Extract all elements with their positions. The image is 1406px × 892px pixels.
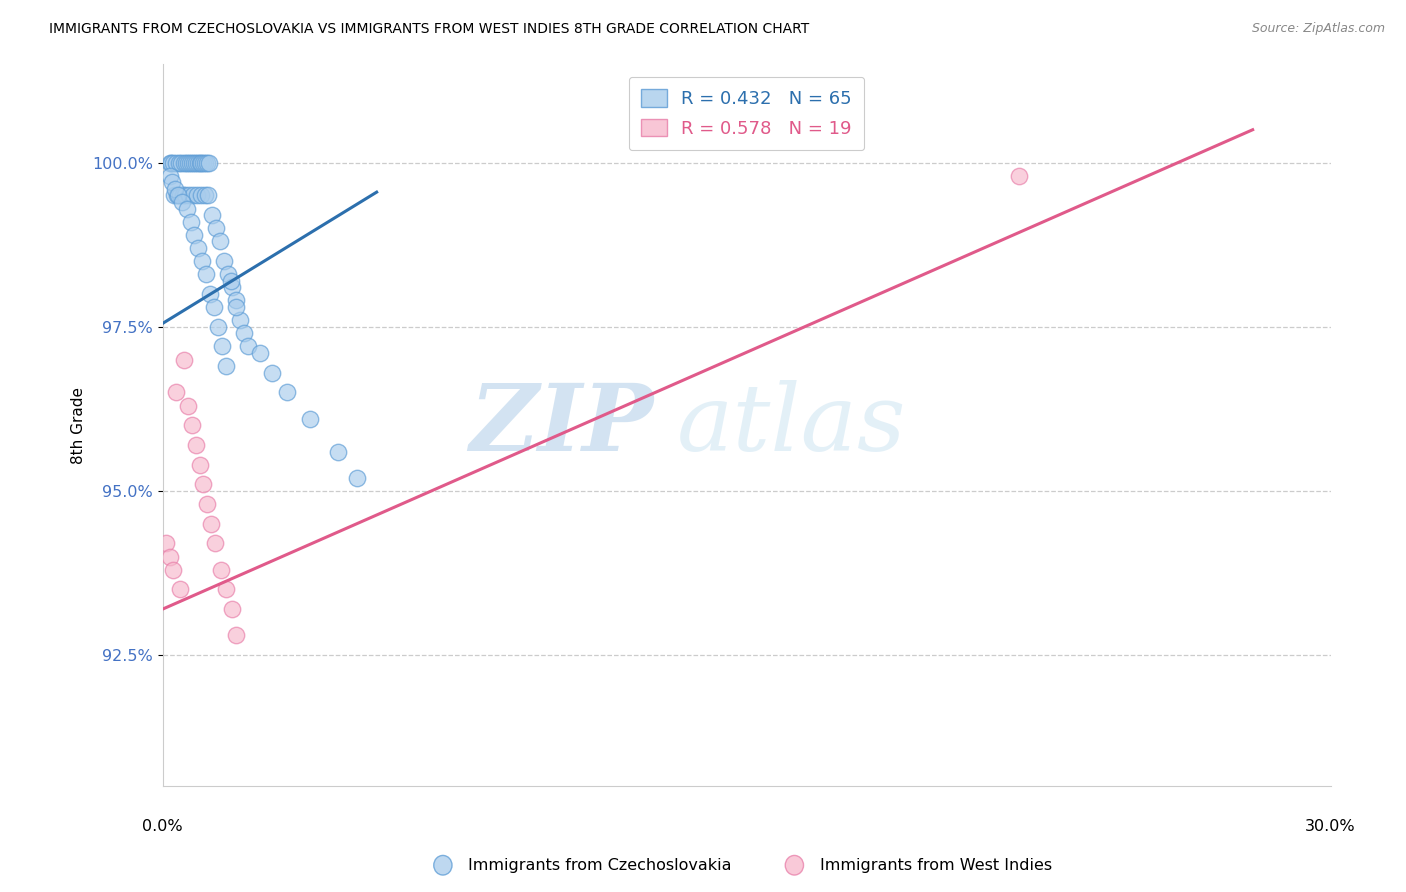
Point bbox=[179, 155, 201, 169]
Point bbox=[195, 497, 218, 511]
Point bbox=[165, 155, 187, 169]
Point bbox=[211, 339, 233, 353]
Point bbox=[163, 182, 186, 196]
Point bbox=[232, 326, 254, 341]
Point bbox=[299, 411, 322, 425]
Point bbox=[169, 582, 191, 597]
Point bbox=[170, 194, 193, 209]
Point bbox=[197, 188, 219, 202]
Point bbox=[184, 155, 207, 169]
Point bbox=[162, 563, 184, 577]
Point bbox=[225, 628, 247, 642]
Point bbox=[177, 188, 200, 202]
Point bbox=[200, 516, 222, 531]
Point bbox=[205, 221, 228, 235]
Point bbox=[167, 155, 190, 169]
Point bbox=[193, 155, 215, 169]
Text: 30.0%: 30.0% bbox=[1305, 819, 1355, 834]
Point bbox=[162, 155, 184, 169]
Point bbox=[188, 155, 211, 169]
Point bbox=[180, 418, 202, 433]
Text: IMMIGRANTS FROM CZECHOSLOVAKIA VS IMMIGRANTS FROM WEST INDIES 8TH GRADE CORRELAT: IMMIGRANTS FROM CZECHOSLOVAKIA VS IMMIGR… bbox=[49, 22, 810, 37]
Point bbox=[188, 458, 211, 472]
Point bbox=[326, 444, 349, 458]
Point bbox=[225, 300, 247, 314]
Point bbox=[214, 582, 236, 597]
Point bbox=[193, 477, 215, 491]
Point bbox=[181, 188, 204, 202]
Point bbox=[190, 155, 212, 169]
Point bbox=[169, 188, 191, 202]
Text: Immigrants from West Indies: Immigrants from West Indies bbox=[820, 858, 1052, 872]
Point bbox=[167, 188, 190, 202]
Point bbox=[209, 235, 232, 249]
Text: Immigrants from Czechoslovakia: Immigrants from Czechoslovakia bbox=[468, 858, 731, 872]
Point bbox=[195, 155, 218, 169]
Point bbox=[191, 254, 214, 268]
Point bbox=[204, 536, 226, 550]
Point bbox=[180, 215, 202, 229]
Point bbox=[212, 254, 235, 268]
Text: 0.0%: 0.0% bbox=[142, 819, 183, 834]
Point bbox=[194, 155, 217, 169]
Point bbox=[186, 188, 208, 202]
Point bbox=[209, 563, 232, 577]
Point bbox=[221, 602, 243, 616]
Point bbox=[202, 300, 225, 314]
Y-axis label: 8th Grade: 8th Grade bbox=[72, 387, 86, 464]
Point bbox=[180, 155, 202, 169]
Point bbox=[225, 293, 247, 308]
Point bbox=[198, 287, 221, 301]
Point bbox=[217, 267, 239, 281]
Point bbox=[155, 536, 177, 550]
Point bbox=[183, 227, 205, 242]
Point bbox=[184, 438, 207, 452]
Point bbox=[214, 359, 236, 374]
Text: ZIP: ZIP bbox=[468, 380, 652, 470]
Text: atlas: atlas bbox=[676, 380, 905, 470]
Point bbox=[165, 385, 187, 400]
Point bbox=[260, 366, 283, 380]
Point bbox=[172, 188, 194, 202]
Point bbox=[176, 202, 198, 216]
Point bbox=[187, 241, 209, 255]
Point bbox=[159, 155, 181, 169]
Point bbox=[173, 155, 195, 169]
Point bbox=[170, 155, 193, 169]
Point bbox=[174, 188, 197, 202]
Point bbox=[160, 155, 183, 169]
Point bbox=[207, 319, 229, 334]
Point bbox=[193, 188, 215, 202]
Point bbox=[221, 280, 243, 294]
Point bbox=[159, 169, 181, 183]
Point bbox=[228, 313, 250, 327]
Text: Source: ZipAtlas.com: Source: ZipAtlas.com bbox=[1251, 22, 1385, 36]
Point bbox=[187, 155, 209, 169]
Point bbox=[219, 274, 242, 288]
Point bbox=[190, 188, 212, 202]
Legend: R = 0.432   N = 65, R = 0.578   N = 19: R = 0.432 N = 65, R = 0.578 N = 19 bbox=[628, 77, 865, 151]
Point bbox=[159, 549, 181, 564]
Point bbox=[346, 471, 368, 485]
Point bbox=[238, 339, 260, 353]
Point bbox=[198, 155, 221, 169]
Point bbox=[162, 175, 184, 189]
Point bbox=[174, 155, 197, 169]
Point bbox=[173, 352, 195, 367]
Point bbox=[183, 155, 205, 169]
Point bbox=[166, 188, 188, 202]
Point bbox=[1008, 169, 1031, 183]
Point bbox=[201, 208, 224, 222]
Point bbox=[249, 346, 271, 360]
Point bbox=[276, 385, 298, 400]
Point bbox=[163, 188, 186, 202]
Point bbox=[177, 155, 200, 169]
Point bbox=[177, 399, 200, 413]
Point bbox=[195, 267, 218, 281]
